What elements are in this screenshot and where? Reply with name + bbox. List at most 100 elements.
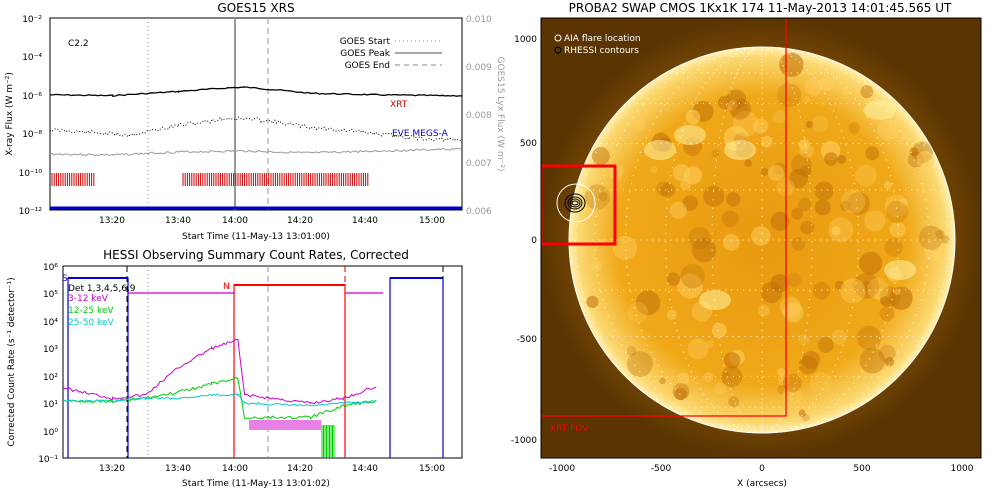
grid-dot [878, 377, 880, 379]
grid-dot [893, 358, 895, 360]
grid-dot [627, 123, 630, 125]
solar-feature [880, 296, 891, 307]
goes-ytick-right: 0.010 [466, 15, 492, 25]
grid-dot [857, 224, 859, 226]
solar-feature [660, 182, 676, 198]
goes-ytick: 10⁻¹² [19, 207, 43, 217]
solar-feature [831, 329, 847, 345]
grid-dot [594, 241, 596, 243]
hessi-saa-flag-1 [67, 277, 129, 458]
swap-xtick-labels: -1000 -500 0 500 1000 [549, 464, 974, 474]
grid-dot [761, 183, 763, 185]
grid-dot [644, 377, 646, 379]
grid-dot [698, 92, 700, 94]
grid-dot [780, 102, 783, 105]
swap-title: PROBA2 SWAP CMOS 1Kx1K 174 11-May-2013 1… [569, 1, 952, 15]
grid-dot [760, 406, 763, 408]
grid-dot [665, 215, 667, 218]
solar-feature [586, 295, 599, 308]
grid-dot [780, 142, 782, 145]
grid-dot [761, 232, 763, 234]
grid-dot [857, 257, 859, 260]
grid-dot [801, 415, 803, 417]
grid-dot [677, 87, 679, 89]
grid-dot [665, 249, 667, 251]
grid-dot [713, 183, 715, 185]
grid-dot [865, 364, 867, 366]
grid-dot [735, 53, 737, 55]
solar-feature [706, 340, 714, 348]
grid-dot [703, 393, 705, 395]
grid-dot [781, 428, 783, 430]
grid-dot [947, 249, 949, 251]
grid-dot [689, 403, 691, 405]
grid-dot [857, 215, 859, 218]
solar-feature [751, 226, 771, 246]
grid-dot [642, 102, 645, 105]
grid-dot [634, 239, 636, 241]
solar-feature [886, 200, 909, 223]
grid-dot [810, 73, 812, 75]
grid-dot [642, 104, 644, 106]
grid-dot [809, 289, 811, 291]
solar-feature [683, 166, 702, 185]
grid-dot [790, 239, 792, 241]
grid-dot [833, 403, 835, 405]
grid-dot [629, 289, 631, 291]
hessi-ytick: 10⁶ [43, 263, 58, 273]
grid-dot [888, 364, 890, 366]
grid-dot [666, 73, 669, 75]
grid-dot [814, 61, 816, 63]
grid-dot [793, 421, 795, 423]
grid-dot [846, 142, 848, 145]
solar-feature [879, 286, 901, 307]
grid-dot [772, 72, 775, 74]
grid-dot [834, 335, 836, 338]
grid-dot [732, 375, 735, 378]
grid-dot [882, 335, 884, 338]
grid-dot [690, 375, 693, 378]
grid-dot [629, 191, 631, 193]
grid-dot [894, 199, 897, 201]
grid-dot [891, 299, 893, 301]
grid-dot [921, 183, 923, 185]
grid-dot [777, 53, 779, 55]
hessi-xtick: 13:40 [165, 464, 191, 474]
grid-dot [587, 189, 589, 191]
grid-dot [887, 314, 889, 316]
grid-dot [756, 102, 759, 105]
grid-dot [684, 102, 687, 105]
xrt-fov-label: XRT FOV [550, 424, 589, 434]
grid-dot [636, 382, 638, 384]
grid-dot [804, 335, 806, 338]
grid-dot [881, 330, 884, 332]
grid-dot [678, 375, 681, 378]
grid-dot [627, 199, 630, 201]
grid-dot [612, 142, 614, 145]
grid-dot [818, 415, 820, 417]
grid-dot [869, 82, 871, 84]
grid-dot [653, 82, 655, 84]
grid-dot [797, 53, 800, 55]
grid-dot [791, 189, 793, 191]
grid-dot [918, 335, 920, 338]
grid-dot [717, 144, 720, 146]
grid-dot [841, 65, 843, 67]
grid-dot [619, 364, 621, 366]
grid-dot [711, 241, 713, 243]
goes-xrt-label: XRT [390, 100, 408, 110]
grid-dot [629, 358, 631, 360]
grid-dot [708, 375, 711, 378]
grid-dot [676, 330, 678, 332]
grid-dot [696, 382, 699, 384]
active-region [674, 125, 706, 145]
grid-dot [857, 241, 860, 243]
grid-dot [761, 382, 763, 384]
goes-xtick: 13:20 [99, 216, 125, 226]
grid-dot [761, 257, 763, 260]
grid-dot [682, 69, 685, 71]
grid-dot [575, 232, 577, 234]
grid-dot [848, 322, 850, 324]
grid-dot [935, 289, 937, 291]
grid-dot [664, 82, 666, 84]
